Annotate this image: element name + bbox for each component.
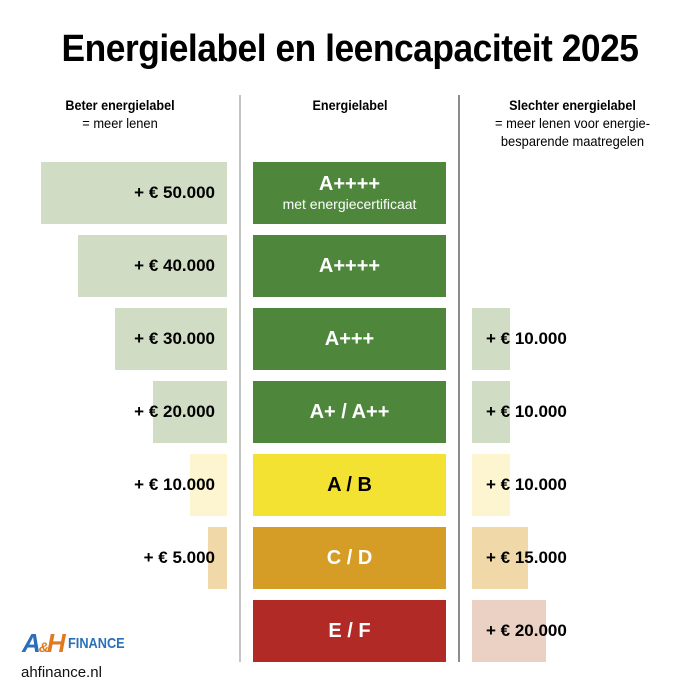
right-value: + € 15.000 [486,548,567,567]
left-column-heading: Beter energielabel = meer lenen [30,96,210,132]
energy-label-box: E / F [253,600,446,662]
left-value: + € 40.000 [134,256,215,275]
energy-label: A / B [327,474,372,496]
energy-label: E / F [328,620,371,642]
right-bar [472,381,510,443]
energy-label: A+ / A++ [309,401,390,423]
website-url: ahfinance.nl [21,664,102,681]
energy-label-box: A++++ [253,235,446,297]
energy-label: A++++ [318,255,381,277]
right-column-heading: Slechter energielabel = meer lenen voor … [465,96,680,150]
right-subheading-2: besparende maatregelen [500,133,645,149]
chart-row: + € 10.000 A / B + € 10.000 [0,454,700,516]
right-bar [472,454,510,516]
logo-text: FINANCE [67,635,125,652]
left-value: + € 50.000 [134,183,215,202]
logo-a: A [22,628,41,658]
energy-label-box: A+++ [253,308,446,370]
energy-label-box: A / B [253,454,446,516]
energy-label-box: A+ / A++ [253,381,446,443]
right-value: + € 20.000 [486,621,567,640]
chart-row: + € 20.000 A+ / A++ + € 10.000 [0,381,700,443]
left-bar [208,527,227,589]
right-divider [458,95,460,662]
right-subheading-1: = meer lenen voor energie- [494,115,651,131]
energy-label: C / D [326,547,373,569]
logo-amp: & [38,639,49,655]
energy-label: A++++ [318,173,381,195]
chart-row: + € 30.000 A+++ + € 10.000 [0,308,700,370]
middle-heading: Energielabel [312,97,388,113]
left-divider [239,95,241,662]
chart-row: + € 5.000 C / D + € 15.000 [0,527,700,589]
logo-mark-icon: A&H [22,628,66,659]
chart-row: E / F + € 20.000 [0,600,700,662]
left-value: + € 10.000 [134,475,215,494]
right-value: + € 10.000 [486,475,567,494]
energy-label-box: C / D [253,527,446,589]
logo: A&H FINANCE [22,628,134,659]
middle-column-heading: Energielabel [250,96,450,114]
right-value: + € 10.000 [486,329,567,348]
chart-row: + € 40.000 A++++ [0,235,700,297]
right-bar [472,527,528,589]
chart-row: + € 50.000 A++++ met energiecertificaat [0,162,700,224]
logo-h: H [46,628,66,658]
left-bar [190,454,227,516]
right-bar [472,308,510,370]
right-bar [472,600,546,662]
energy-label-box: A++++ met energiecertificaat [253,162,446,224]
left-subheading: = meer lenen [82,115,158,131]
left-bar [153,381,227,443]
page-title: Energielabel en leencapaciteit 2025 [61,28,639,70]
right-value: + € 10.000 [486,402,567,421]
energy-label: A+++ [324,328,375,350]
right-heading: Slechter energielabel [509,97,636,113]
left-bar [115,308,227,370]
left-value: + € 30.000 [134,329,215,348]
left-value: + € 5.000 [143,548,215,567]
energy-sublabel: met energiecertificaat [282,196,417,212]
left-bar [78,235,227,297]
left-value: + € 20.000 [134,402,215,421]
left-heading: Beter energielabel [65,97,175,113]
left-bar [41,162,227,224]
